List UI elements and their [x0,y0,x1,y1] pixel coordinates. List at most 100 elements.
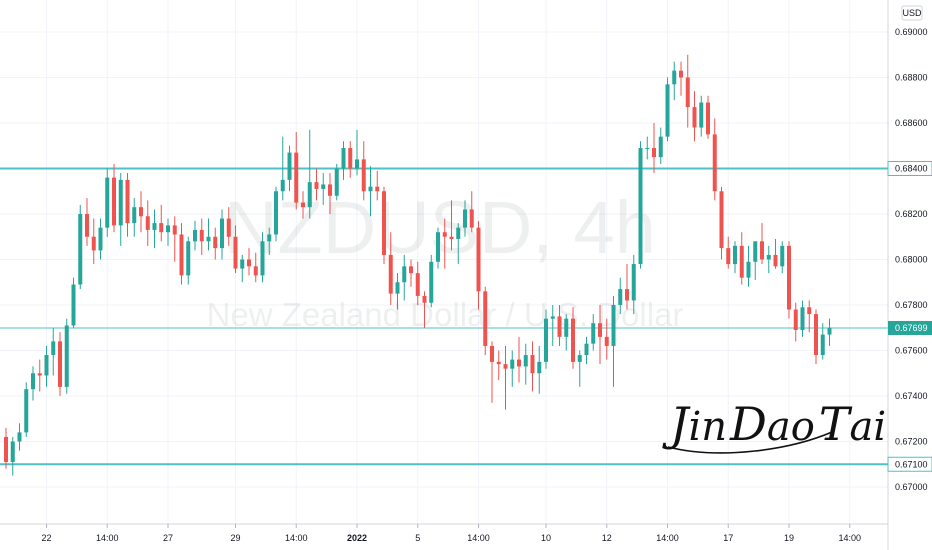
candle-body [415,273,420,296]
candle [827,318,832,346]
candle-body [91,236,96,251]
candle-body [442,232,447,237]
candle [496,350,501,381]
candle-body [226,218,231,237]
x-tick-label: 17 [723,533,733,543]
x-tick-label: 29 [230,533,240,543]
candle [760,223,764,265]
candle [766,245,771,274]
candle-body [820,334,825,356]
candle-body [307,182,312,208]
candle-body [807,307,812,315]
candle [314,168,319,201]
candle-body [112,177,116,226]
y-tick-label: 0.68000 [895,255,928,265]
candle [571,307,575,369]
candle-body [287,152,292,180]
candle [145,200,150,246]
candle [557,305,562,346]
candle-body [152,223,157,230]
candle [638,141,643,269]
candle-body [618,289,623,305]
candle-body [422,295,427,303]
candle-body [280,179,285,192]
candle-body [706,102,710,135]
candle [17,423,22,451]
x-tick-label: 27 [163,533,173,543]
candle-body [294,152,299,203]
candle-body [58,341,62,387]
candle [274,186,278,242]
x-tick-label: 14:00 [96,533,119,543]
candle [395,273,400,310]
candle [631,254,636,315]
candle-body [166,225,170,233]
level-price-label: 0.67100 [895,459,928,469]
y-tick-label: 0.67200 [895,437,928,447]
candle-body [530,355,535,374]
candle [341,141,346,180]
candle [253,252,258,283]
candle-body [402,266,407,283]
candle [814,309,818,365]
candle-body [382,191,386,255]
candle-body [800,307,805,331]
candle-body [159,223,164,233]
candle-body [449,236,454,240]
candles [4,54,832,476]
candle [456,223,461,265]
candle [199,218,204,255]
candle-body [98,227,103,251]
candle-body [685,77,690,108]
candle [422,291,427,328]
candle [213,227,218,260]
candle [321,173,326,205]
candle-body [766,254,771,260]
candle-body [71,284,76,326]
candle [685,54,690,128]
candle-body [692,107,697,128]
candle [361,141,366,201]
candle-body [773,254,778,267]
candle-body [780,245,785,267]
candle [665,77,670,142]
candle-body [760,241,764,260]
candle-body [253,266,258,276]
candle [409,259,413,287]
candle [807,300,812,333]
candle-body [699,102,704,128]
candle-body [490,345,494,362]
candle-body [348,148,353,169]
candle [24,382,29,437]
candle [449,200,454,251]
candle [125,173,130,237]
candle [793,302,798,342]
candle [260,232,265,283]
candle [618,277,623,315]
x-tick-label: 19 [784,533,794,543]
candle [4,427,8,469]
candle [267,227,272,255]
candle-body [645,148,650,150]
candle-body [24,389,29,433]
candle-body [719,191,724,249]
candle [402,254,407,301]
candle-body [105,177,110,228]
x-tick-label: 14:00 [285,533,308,543]
candle-body [638,148,643,265]
candle [746,245,751,287]
candle-body [476,227,481,292]
candle [71,277,76,328]
candle-body [564,318,569,337]
candle-body [598,323,602,337]
candle-body [85,214,89,237]
candle [301,191,305,219]
candle-body [78,214,83,285]
candle [382,186,386,265]
candle-body [44,355,49,376]
candle [564,314,569,351]
signature: JinDaoTai [662,397,886,454]
candle [604,318,609,360]
candle-body [240,259,245,269]
candle-body [611,305,616,346]
